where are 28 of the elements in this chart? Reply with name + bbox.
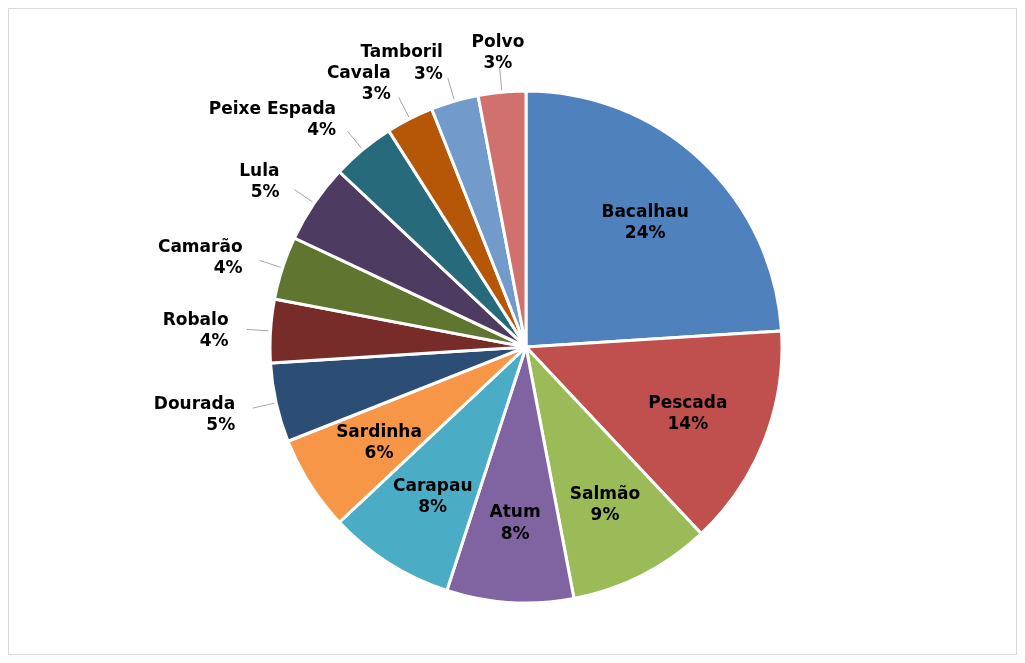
slice-label: Carapau <box>392 474 473 495</box>
data-label: 3% <box>413 62 443 83</box>
slice-label: Pescada <box>648 391 728 412</box>
slice-label: Tamboril <box>360 41 443 62</box>
data-label: 5% <box>206 413 236 434</box>
slice-label: Robalo <box>162 308 229 329</box>
data-label: 8% <box>500 522 530 543</box>
slice-label: Cavala <box>326 62 391 83</box>
slice-label: Camarão <box>157 235 243 256</box>
slice-label: Lula <box>239 160 280 181</box>
slice-label: Bacalhau <box>601 200 689 221</box>
data-label: 4% <box>307 119 337 140</box>
data-label: 24% <box>624 221 666 242</box>
data-label: 4% <box>213 256 243 277</box>
slice-label: Dourada <box>153 392 236 413</box>
data-label: 3% <box>483 52 513 73</box>
data-label: 5% <box>250 181 280 202</box>
slice-label: Polvo <box>471 30 525 51</box>
data-label: 6% <box>364 442 394 463</box>
data-label: 9% <box>590 503 620 524</box>
slice-label: Salmão <box>569 482 641 503</box>
slice-label: Atum <box>489 501 541 522</box>
data-label: 3% <box>361 83 391 104</box>
data-label: 8% <box>418 495 448 516</box>
data-label: 4% <box>199 330 229 351</box>
slice-label: Peixe Espada <box>208 97 337 118</box>
data-label: 14% <box>667 412 709 433</box>
slice-label: Sardinha <box>336 420 422 441</box>
